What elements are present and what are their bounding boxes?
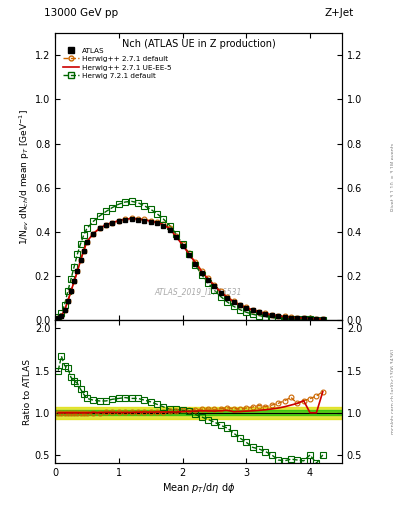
Y-axis label: 1/N$_{ev}$ dN$_{ch}$/d mean p$_{T}$ [GeV$^{-1}$]: 1/N$_{ev}$ dN$_{ch}$/d mean p$_{T}$ [GeV… — [18, 109, 32, 245]
Text: ATLAS_2019_I1736531: ATLAS_2019_I1736531 — [155, 287, 242, 296]
Text: Z+Jet: Z+Jet — [324, 8, 353, 17]
X-axis label: Mean $p_{T}$/d$\eta$ d$\phi$: Mean $p_{T}$/d$\eta$ d$\phi$ — [162, 481, 235, 495]
Text: mcplots.cern.ch [arXiv:1306.3436]: mcplots.cern.ch [arXiv:1306.3436] — [391, 349, 393, 434]
Text: 13000 GeV pp: 13000 GeV pp — [44, 8, 118, 17]
Text: Nch (ATLAS UE in Z production): Nch (ATLAS UE in Z production) — [121, 39, 275, 49]
Bar — [55, 407, 342, 419]
Text: Rivet 3.1.10, ≥ 3.1M events: Rivet 3.1.10, ≥ 3.1M events — [391, 142, 393, 211]
Y-axis label: Ratio to ATLAS: Ratio to ATLAS — [23, 359, 32, 424]
Bar — [55, 410, 342, 415]
Legend: ATLAS, Herwig++ 2.7.1 default, Herwig++ 2.7.1 UE-EE-5, Herwig 7.2.1 default: ATLAS, Herwig++ 2.7.1 default, Herwig++ … — [61, 46, 173, 80]
